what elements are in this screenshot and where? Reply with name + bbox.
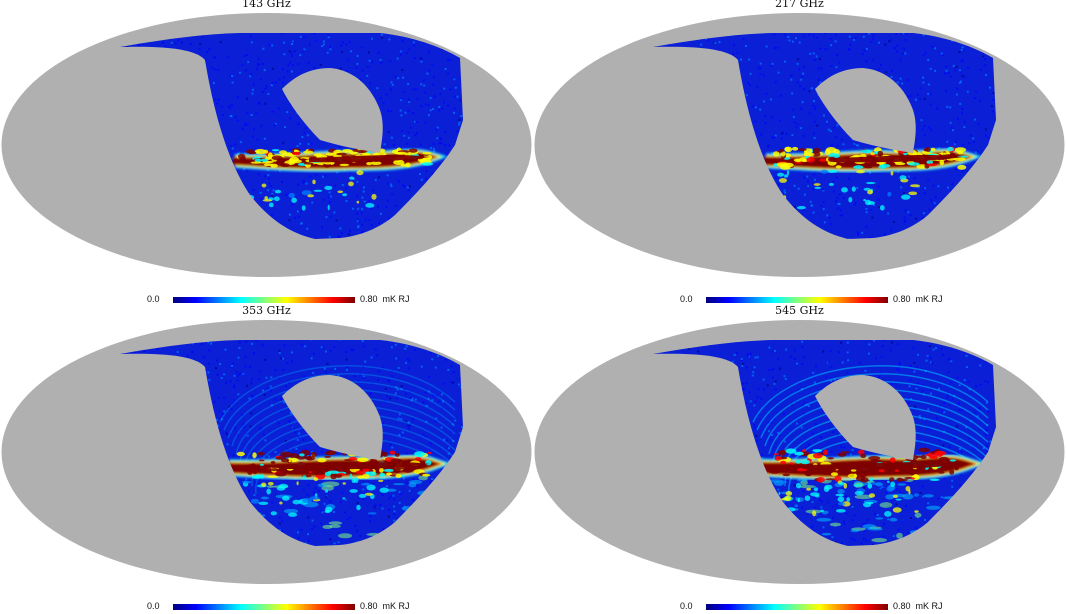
colorbar-unit: mK RJ — [915, 294, 943, 304]
colorbar — [173, 604, 355, 610]
colorbar-max-value: 0.80 — [360, 601, 378, 611]
colorbar-min-label: 0.0 — [680, 601, 693, 611]
panel-title: 217 GHz — [775, 0, 824, 10]
colorbar-max-value: 0.80 — [893, 601, 911, 611]
mollweide-map — [534, 320, 1065, 584]
mollweide-map — [1, 13, 532, 277]
colorbar-min-label: 0.0 — [680, 294, 693, 304]
map-panel-545: 545 GHz 0.0 0.80 mK RJ — [533, 304, 1066, 614]
colorbar — [706, 604, 888, 610]
mollweide-map — [534, 13, 1065, 277]
colorbar-unit: mK RJ — [382, 601, 410, 611]
panel-title: 143 GHz — [242, 0, 291, 10]
colorbar — [173, 297, 355, 303]
map-panel-353: 353 GHz 0.0 0.80 mK RJ — [0, 304, 533, 614]
colorbar-max-value: 0.80 — [893, 294, 911, 304]
panel-title: 353 GHz — [242, 304, 291, 317]
colorbar-max-label: 0.80 mK RJ — [893, 600, 943, 612]
colorbar-unit: mK RJ — [382, 294, 410, 304]
mollweide-map — [1, 320, 532, 584]
colorbar-max-label: 0.80 mK RJ — [893, 293, 943, 305]
colorbar-max-value: 0.80 — [360, 294, 378, 304]
colorbar-max-label: 0.80 mK RJ — [360, 293, 410, 305]
colorbar-unit: mK RJ — [915, 601, 943, 611]
colorbar-min-label: 0.0 — [147, 601, 160, 611]
colorbar-min-label: 0.0 — [147, 294, 160, 304]
panel-title: 545 GHz — [775, 304, 824, 317]
map-panel-217: 217 GHz 0.0 0.80 mK RJ — [533, 0, 1066, 307]
colorbar-max-label: 0.80 mK RJ — [360, 600, 410, 612]
map-panel-143: 143 GHz 0.0 0.80 mK RJ — [0, 0, 533, 307]
colorbar — [706, 297, 888, 303]
